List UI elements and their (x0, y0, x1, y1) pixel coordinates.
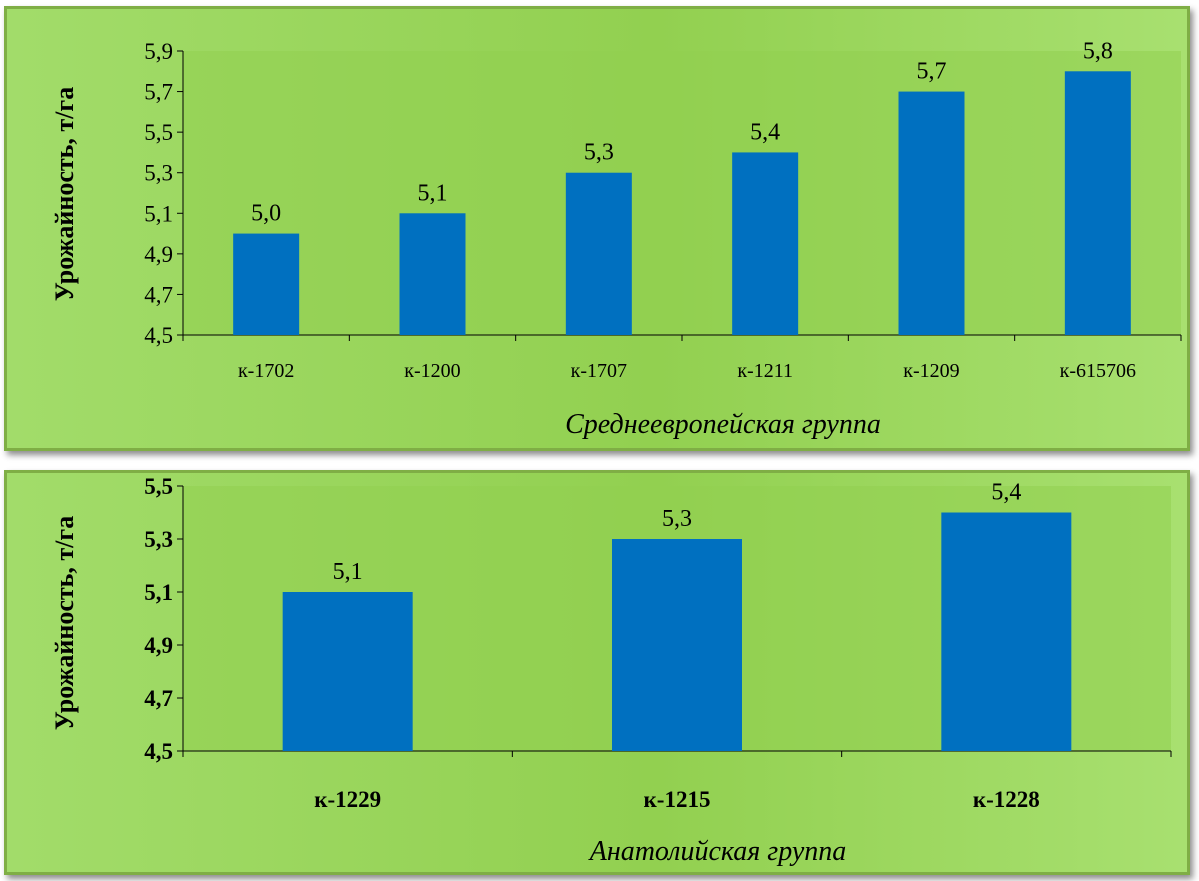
y-tick-label: 5,1 (144, 580, 173, 605)
x-tick-label: к-1209 (903, 360, 959, 382)
data-label: 5,7 (917, 59, 947, 85)
y-tick-label: 4,5 (144, 739, 173, 764)
y-tick-label: 4,9 (144, 242, 173, 267)
y-tick-label: 4,7 (144, 686, 173, 711)
data-label: 5,4 (750, 119, 780, 145)
data-label: 5,4 (991, 480, 1021, 506)
bar (898, 91, 965, 335)
y-tick-label: 5,7 (144, 80, 173, 105)
y-tick-label: 5,5 (144, 120, 173, 145)
data-label: 5,1 (418, 180, 448, 206)
plot-area (183, 51, 1181, 335)
bar (732, 152, 799, 335)
chart-caption: Анатолийская группа (588, 836, 847, 867)
x-tick-label: к-1229 (314, 787, 381, 812)
x-tick-label: к-615706 (1060, 360, 1136, 382)
bar (1064, 71, 1131, 336)
data-label: 5,3 (584, 140, 614, 166)
x-tick-label: к-1707 (571, 360, 627, 382)
y-tick-label: 5,5 (144, 474, 173, 499)
chart-panel-anatolian: 4,5 4,7 4,9 5,1 5,3 5,5 5,1 к-1229 5,3 к-1215 5,4 к… (4, 470, 1190, 875)
y-tick-label: 5,3 (144, 527, 173, 552)
y-tick-label: 4,9 (144, 633, 173, 658)
y-tick-label: 5,1 (144, 201, 173, 226)
x-tick-label: к-1215 (644, 787, 711, 812)
x-tick-label: к-1200 (404, 360, 460, 382)
bar-chart-anatolian: 4,5 4,7 4,9 5,1 5,3 5,5 5,1 к-1229 5,3 к-1215 5,4 к… (50, 474, 1172, 867)
y-axis-label: Урожайность, т/га (50, 516, 79, 730)
bar (612, 539, 742, 751)
x-tick-label: к-1211 (737, 360, 793, 382)
bar (282, 592, 413, 751)
data-label: 5,0 (251, 201, 281, 227)
bar (399, 213, 466, 335)
bar (233, 233, 300, 335)
x-tick-label: к-1228 (973, 787, 1040, 812)
bar (565, 172, 632, 335)
y-axis-label: Урожайность, т/га (50, 87, 79, 301)
x-tick-label: к-1702 (238, 360, 294, 382)
bar-chart-central-european: 4,5 4,7 4,9 5,1 5,3 5,5 5,7 5,9 5,0 к-1702 5,1 к-12… (50, 38, 1182, 440)
y-tick-label: 5,3 (144, 161, 173, 186)
data-label: 5,8 (1083, 38, 1113, 64)
y-tick-label: 4,7 (144, 282, 173, 307)
y-tick-label: 5,9 (144, 39, 173, 64)
chart-caption: Среднеевропейская группа (565, 409, 881, 440)
chart-panel-central-european: 4,5 4,7 4,9 5,1 5,3 5,5 5,7 5,9 5,0 к-1702 5,1 к-12… (4, 6, 1190, 451)
bar (941, 512, 1072, 751)
data-label: 5,1 (333, 559, 363, 585)
y-tick-label: 4,5 (144, 323, 173, 348)
data-label: 5,3 (662, 506, 692, 532)
